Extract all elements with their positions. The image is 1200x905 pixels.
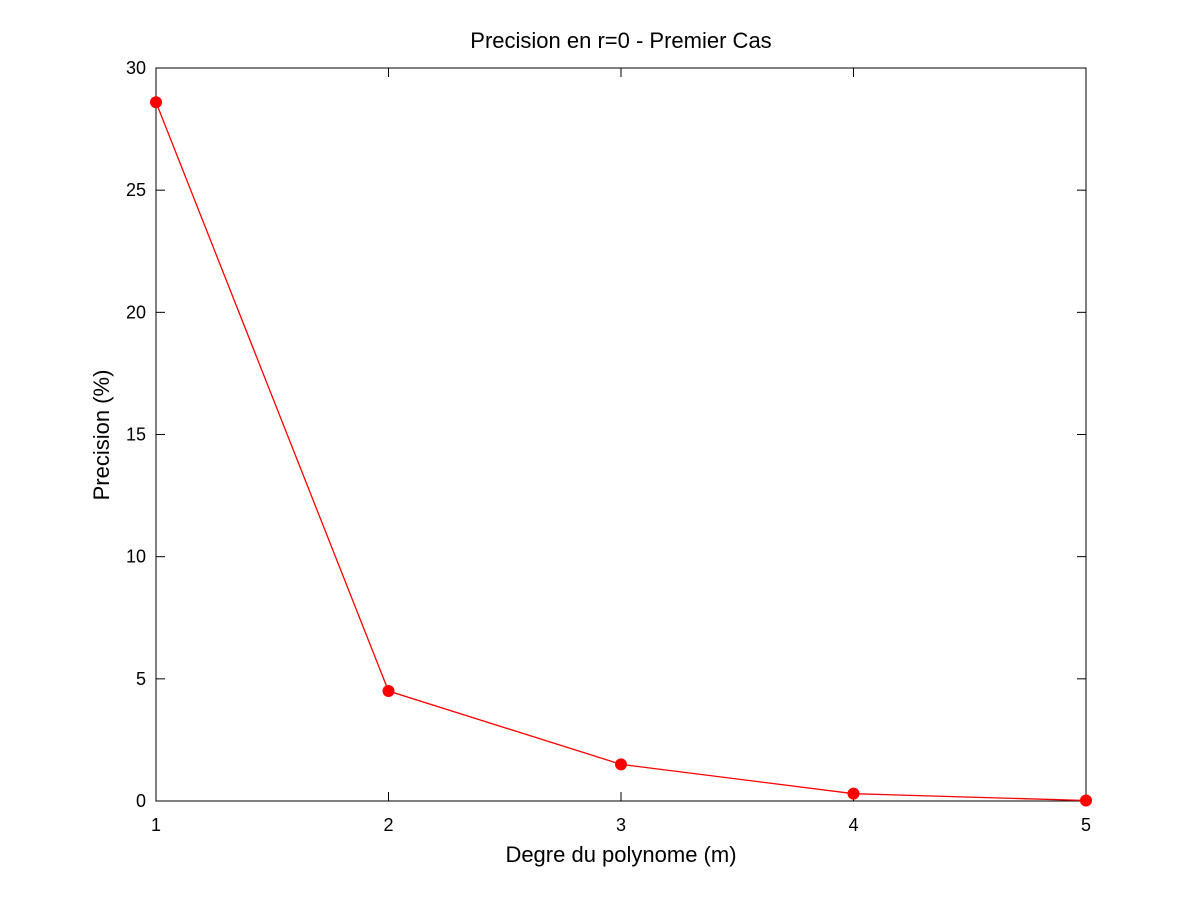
chart-title: Precision en r=0 - Premier Cas xyxy=(470,28,771,53)
x-tick-label: 1 xyxy=(151,815,161,835)
x-tick-label: 2 xyxy=(383,815,393,835)
ticks-layer: 1 2 3 4 5 0 5 10 15 20 25 30 xyxy=(126,58,1091,835)
y-tick-label: 0 xyxy=(136,791,146,811)
data-point xyxy=(615,758,627,771)
series-layer xyxy=(150,96,1092,807)
data-point xyxy=(382,685,395,698)
x-tick-label: 5 xyxy=(1081,815,1091,835)
y-tick-label: 30 xyxy=(126,58,146,78)
x-tick-label: 3 xyxy=(616,815,626,835)
y-axis-label: Precision (%) xyxy=(89,370,114,501)
y-tick-label: 5 xyxy=(136,669,146,689)
y-tick-label: 10 xyxy=(126,547,146,567)
data-point xyxy=(1080,794,1092,807)
y-tick-label: 25 xyxy=(126,180,146,200)
y-tick-label: 15 xyxy=(126,425,146,445)
data-point xyxy=(150,96,162,109)
x-tick-label: 4 xyxy=(848,815,858,835)
series-line xyxy=(155,101,1087,802)
y-tick-label: 20 xyxy=(126,302,146,322)
x-axis-label: Degre du polynome (m) xyxy=(505,842,736,867)
data-point xyxy=(847,787,860,800)
plot-frame xyxy=(155,67,1087,802)
